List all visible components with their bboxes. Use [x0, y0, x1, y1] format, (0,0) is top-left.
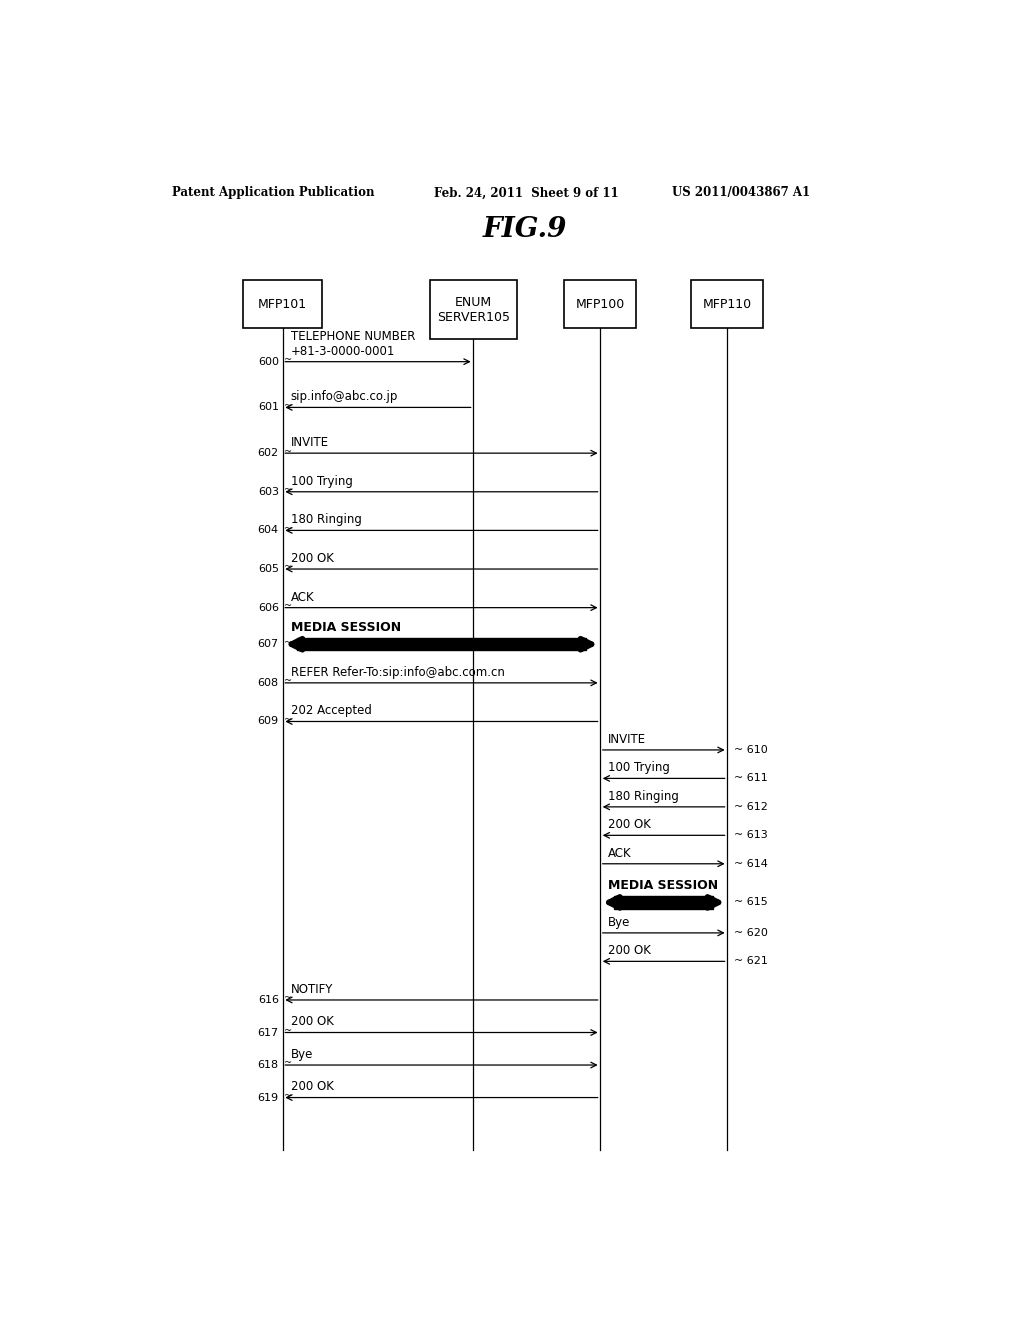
Text: 601: 601: [258, 403, 279, 412]
Text: 619: 619: [258, 1093, 279, 1102]
Text: ~: ~: [284, 601, 292, 610]
Text: 100 Trying: 100 Trying: [608, 762, 670, 775]
Text: 180 Ringing: 180 Ringing: [291, 513, 361, 527]
Text: ENUM
SERVER105: ENUM SERVER105: [436, 296, 510, 323]
Bar: [297, 638, 586, 651]
Text: US 2011/0043867 A1: US 2011/0043867 A1: [672, 186, 810, 199]
Text: ~: ~: [284, 355, 292, 364]
Text: 617: 617: [258, 1027, 279, 1038]
Text: 618: 618: [258, 1060, 279, 1071]
Text: 600: 600: [258, 356, 279, 367]
Text: 602: 602: [258, 449, 279, 458]
Text: ~: ~: [284, 524, 292, 533]
Text: ~: ~: [284, 715, 292, 723]
Text: 100 Trying: 100 Trying: [291, 475, 352, 487]
Bar: [430, 280, 517, 339]
Text: ~ 612: ~ 612: [733, 801, 767, 812]
Text: ~ 610: ~ 610: [733, 744, 767, 755]
Text: TELEPHONE NUMBER
+81-3-0000-0001: TELEPHONE NUMBER +81-3-0000-0001: [291, 330, 415, 358]
Text: 603: 603: [258, 487, 279, 496]
Bar: [691, 280, 763, 329]
Text: 605: 605: [258, 564, 279, 574]
Text: ~: ~: [284, 676, 292, 685]
Text: INVITE: INVITE: [291, 436, 329, 449]
Text: ~ 620: ~ 620: [733, 928, 767, 939]
Text: ~ 613: ~ 613: [733, 830, 767, 841]
Text: ~ 615: ~ 615: [733, 898, 767, 907]
Text: ~: ~: [284, 994, 292, 1002]
Text: ACK: ACK: [608, 846, 632, 859]
Text: ~ 621: ~ 621: [733, 957, 767, 966]
Text: ~: ~: [284, 1092, 292, 1100]
Text: 604: 604: [258, 525, 279, 536]
Text: Feb. 24, 2011  Sheet 9 of 11: Feb. 24, 2011 Sheet 9 of 11: [433, 186, 618, 199]
Text: MFP100: MFP100: [575, 298, 625, 310]
Text: 200 OK: 200 OK: [291, 552, 334, 565]
Text: ~: ~: [284, 446, 292, 455]
Text: MFP101: MFP101: [258, 298, 307, 310]
Text: NOTIFY: NOTIFY: [291, 983, 333, 995]
Text: 609: 609: [258, 717, 279, 726]
Text: 200 OK: 200 OK: [291, 1015, 334, 1028]
Text: 180 Ringing: 180 Ringing: [608, 789, 679, 803]
Text: Bye: Bye: [608, 916, 631, 929]
Text: ~ 614: ~ 614: [733, 859, 767, 869]
Text: ~ 611: ~ 611: [733, 774, 767, 783]
Text: Patent Application Publication: Patent Application Publication: [172, 186, 374, 199]
Text: ~: ~: [284, 562, 292, 572]
Bar: [243, 280, 323, 329]
Text: MEDIA SESSION: MEDIA SESSION: [291, 622, 400, 634]
Text: ~: ~: [284, 486, 292, 494]
Text: ACK: ACK: [291, 590, 314, 603]
Text: 607: 607: [258, 639, 279, 649]
Text: 200 OK: 200 OK: [608, 944, 651, 957]
Text: Bye: Bye: [291, 1048, 313, 1061]
Text: sip.info@abc.co.jp: sip.info@abc.co.jp: [291, 391, 398, 404]
Text: FIG.9: FIG.9: [482, 216, 567, 243]
Text: ~: ~: [284, 401, 292, 411]
Text: INVITE: INVITE: [608, 733, 646, 746]
Text: 606: 606: [258, 603, 279, 612]
Bar: [564, 280, 636, 329]
Text: 616: 616: [258, 995, 279, 1005]
Text: ~: ~: [284, 1026, 292, 1035]
Text: ~: ~: [284, 1059, 292, 1068]
Text: REFER Refer-To:sip:info@abc.com.cn: REFER Refer-To:sip:info@abc.com.cn: [291, 665, 505, 678]
Text: 608: 608: [258, 678, 279, 688]
Text: 200 OK: 200 OK: [291, 1081, 334, 1093]
Text: MFP110: MFP110: [702, 298, 752, 310]
Text: 202 Accepted: 202 Accepted: [291, 705, 372, 718]
Text: ~: ~: [284, 638, 292, 647]
Text: 200 OK: 200 OK: [608, 818, 651, 832]
Text: MEDIA SESSION: MEDIA SESSION: [608, 879, 718, 892]
Bar: [614, 896, 713, 908]
